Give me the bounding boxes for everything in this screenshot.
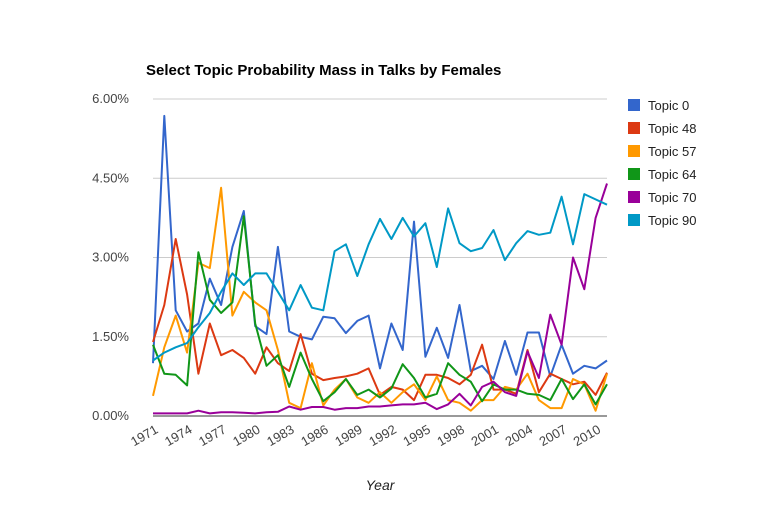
legend: Topic 0 Topic 48 Topic 57 Topic 64 Topic 70 T… [628, 98, 696, 228]
legend-label: Topic 70 [648, 190, 696, 205]
legend-label: Topic 57 [648, 144, 696, 159]
x-tick-label: 2001 [468, 422, 501, 449]
legend-swatch [628, 191, 640, 203]
series-line-topic-57 [152, 186, 608, 412]
legend-label: Topic 0 [648, 98, 689, 113]
y-axis-ticks: 0.00% 1.50% 3.00% 4.50% 6.00% [92, 91, 129, 423]
series-lines [152, 114, 608, 415]
legend-swatch [628, 99, 640, 111]
x-tick-label: 1980 [230, 422, 263, 449]
y-tick-label: 6.00% [92, 91, 129, 106]
x-tick-label: 2004 [503, 422, 536, 449]
series-line-topic-90 [152, 193, 608, 362]
x-tick-label: 2007 [537, 422, 570, 449]
series-line-topic-70 [153, 183, 608, 415]
x-tick-label: 2010 [571, 422, 604, 449]
legend-swatch [628, 214, 640, 226]
x-tick-label: 1989 [332, 422, 365, 449]
x-tick-label: 1998 [434, 422, 467, 449]
legend-label: Topic 48 [648, 121, 696, 136]
series-line-topic-64 [152, 215, 608, 406]
x-axis-label: Year [366, 477, 396, 493]
x-tick-label: 1971 [128, 422, 161, 449]
series-line-topic-48 [152, 238, 608, 402]
x-tick-label: 1977 [196, 422, 229, 449]
y-tick-label: 1.50% [92, 329, 129, 344]
gridlines [153, 98, 607, 417]
x-tick-label: 1986 [298, 422, 331, 449]
series-line-topic-0 [152, 114, 608, 380]
y-tick-label: 0.00% [92, 408, 129, 423]
legend-label: Topic 64 [648, 167, 696, 182]
legend-swatch [628, 122, 640, 134]
legend-swatch [628, 168, 640, 180]
x-tick-label: 1992 [366, 422, 399, 449]
x-axis-ticks: 1971 1974 1977 1980 1983 1986 1989 1992 1995 1998… [128, 422, 603, 449]
legend-label: Topic 90 [648, 213, 696, 228]
legend-swatch [628, 145, 640, 157]
x-tick-label: 1983 [264, 422, 297, 449]
y-tick-label: 3.00% [92, 250, 129, 265]
y-tick-label: 4.50% [92, 170, 129, 185]
x-tick-label: 1974 [162, 422, 195, 449]
x-tick-label: 1995 [400, 422, 433, 449]
chart-title: Select Topic Probability Mass in Talks b… [146, 62, 501, 79]
